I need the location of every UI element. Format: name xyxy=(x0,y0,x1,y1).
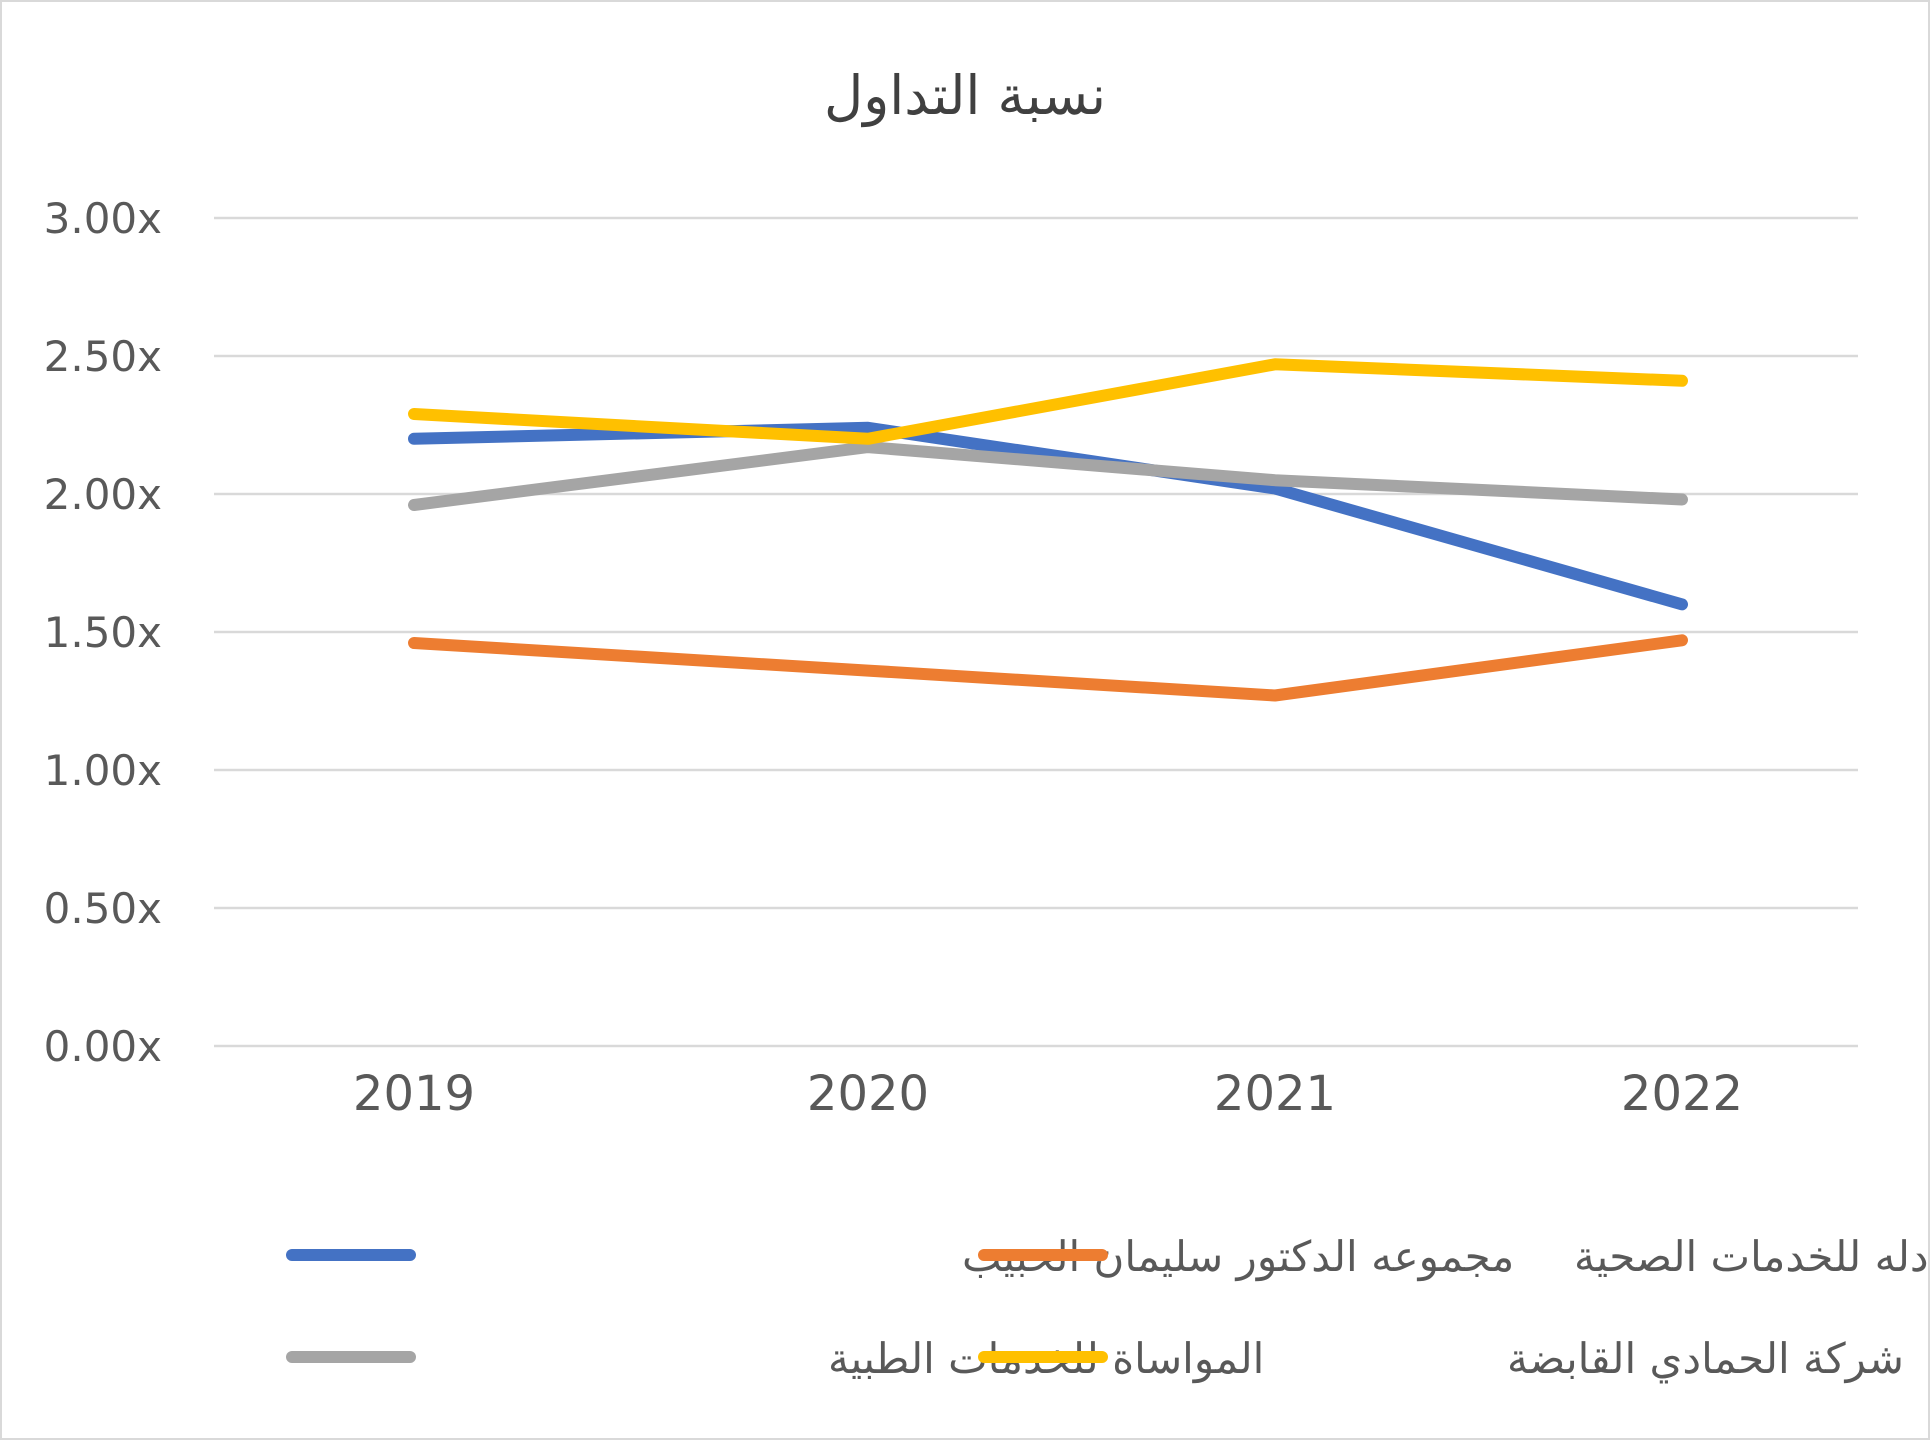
y-tick-label: 0.50x xyxy=(44,884,162,933)
series-lines xyxy=(408,358,1688,702)
series-line-1 xyxy=(408,421,1688,611)
x-axis-ticks: 2019 2020 2021 2022 xyxy=(353,1066,1743,1122)
chart-title: نسبة التداول xyxy=(824,64,1106,128)
legend-label: شركة دله للخدمات الصحية xyxy=(1574,1232,1928,1282)
y-tick-label: 2.50x xyxy=(44,332,162,381)
y-axis-ticks: 0.00x 0.50x 1.00x 1.50x 2.00x 2.50x 3.00x xyxy=(44,194,162,1071)
legend: مجموعه الدكتور سليمان الحبيب شركة دله للخ… xyxy=(286,1232,1928,1384)
series-line-3 xyxy=(408,441,1688,511)
y-tick-label: 0.00x xyxy=(44,1022,162,1071)
legend-item: شركة دله للخدمات الصحية xyxy=(978,1232,1928,1282)
legend-item: مجموعه الدكتور سليمان الحبيب xyxy=(286,1232,1514,1282)
y-tick-label: 3.00x xyxy=(44,194,162,243)
legend-item: المواساة للخدمات الطبية xyxy=(286,1334,1264,1384)
legend-label: شركة الحمادي القابضة xyxy=(1507,1334,1904,1384)
x-tick-label: 2022 xyxy=(1621,1066,1743,1122)
series-line-2 xyxy=(408,634,1688,702)
y-tick-label: 1.00x xyxy=(44,746,162,795)
x-tick-label: 2019 xyxy=(353,1066,475,1122)
legend-item: شركة الحمادي القابضة xyxy=(978,1334,1904,1384)
x-tick-label: 2021 xyxy=(1214,1066,1336,1122)
gridlines xyxy=(214,216,1858,1048)
series-line-4 xyxy=(408,358,1688,445)
y-tick-label: 2.00x xyxy=(44,470,162,519)
x-tick-label: 2020 xyxy=(807,1066,929,1122)
y-tick-label: 1.50x xyxy=(44,608,162,657)
